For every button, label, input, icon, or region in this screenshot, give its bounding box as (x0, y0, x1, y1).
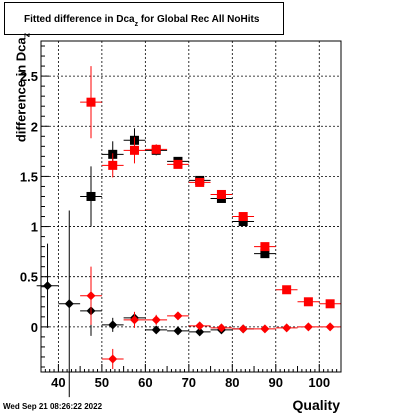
data-point-diamond (129, 315, 139, 325)
series-1 (80, 66, 341, 309)
y-tick-label: 2.5 (20, 69, 38, 84)
data-point-diamond (195, 321, 205, 331)
x-tick-label: 70 (182, 375, 196, 390)
data-point-diamond (282, 323, 292, 333)
data-point-diamond (151, 315, 161, 325)
data-point-square (282, 285, 292, 295)
x-tick-label: 60 (138, 375, 152, 390)
title-rest: for Global Rec All NoHits (138, 14, 260, 25)
y-axis-label: difference in Dcaz (13, 32, 32, 143)
data-point-diamond (195, 327, 205, 337)
data-point-square (325, 299, 335, 309)
data-point-square (260, 249, 270, 259)
date-stamp: Wed Sep 21 08:26:22 2022 (3, 402, 103, 411)
x-tick-label: 50 (95, 375, 109, 390)
data-point-diamond (151, 325, 161, 335)
data-point-diamond (260, 324, 270, 334)
y-tick-label: 1.5 (20, 169, 38, 184)
x-tick-label: 80 (225, 375, 239, 390)
title-main: Fitted difference in Dca (24, 14, 135, 25)
data-point-square (86, 191, 96, 201)
x-tick-label: 90 (269, 375, 283, 390)
data-point-square (195, 177, 205, 187)
data-point-diamond (173, 311, 183, 321)
data-point-square (238, 217, 248, 227)
y-tick-label: 2 (31, 119, 38, 134)
series-0 (80, 128, 276, 259)
plot-frame (40, 40, 342, 373)
data-point-square (151, 144, 161, 154)
data-point-diamond (216, 323, 226, 333)
x-tick-label: 100 (308, 375, 330, 390)
data-point-square (238, 212, 248, 222)
title-subscript: z (134, 21, 139, 28)
x-axis-label: Quality (292, 397, 340, 413)
data-point-diamond (108, 320, 118, 330)
data-point-diamond (43, 281, 53, 291)
ylabel-main: difference in Dca (13, 37, 29, 143)
data-point-square (173, 159, 183, 169)
data-point-square (108, 160, 118, 170)
data-point-square (129, 145, 139, 155)
data-point-square (216, 189, 226, 199)
y-tick-label: 1 (31, 220, 38, 235)
title-box: Fitted difference in Dcaz for Global Rec… (4, 2, 284, 35)
series-3 (80, 266, 341, 369)
data-point-square (86, 97, 96, 107)
data-point-diamond (303, 322, 313, 332)
data-point-diamond (108, 354, 118, 364)
x-tick-label: 40 (51, 375, 65, 390)
data-point-diamond (86, 291, 96, 301)
y-tick-label: 0.5 (20, 270, 38, 285)
y-tick-label: 0 (31, 320, 38, 335)
data-point-square (303, 297, 313, 307)
data-point-diamond (325, 322, 335, 332)
data-point-square (260, 242, 270, 252)
data-point-diamond (64, 299, 74, 309)
data-point-diamond (173, 326, 183, 336)
chart-title: Fitted difference in Dcaz for Global Rec… (24, 14, 260, 28)
ylabel-subscript: z (21, 32, 32, 38)
data-point-diamond (238, 324, 248, 334)
